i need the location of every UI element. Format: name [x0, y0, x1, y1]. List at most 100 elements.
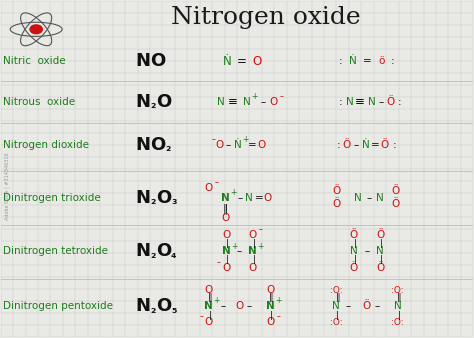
Text: O: O — [221, 213, 229, 223]
Text: –: – — [259, 225, 263, 234]
Text: –: – — [211, 135, 215, 144]
Text: ≡: ≡ — [355, 95, 365, 108]
Text: O: O — [204, 183, 213, 193]
Text: |: | — [398, 311, 401, 320]
Text: Nitric  oxide: Nitric oxide — [3, 56, 66, 66]
Text: N: N — [217, 97, 224, 107]
Text: +: + — [231, 242, 237, 250]
Text: N: N — [245, 193, 253, 202]
Text: :O:: :O: — [330, 318, 343, 327]
Text: Ö: Ö — [343, 140, 351, 150]
Text: |: | — [226, 239, 229, 247]
Text: Dinitrogen tetroxide: Dinitrogen tetroxide — [3, 246, 108, 257]
Text: :: : — [339, 56, 343, 66]
Text: N: N — [221, 193, 229, 202]
Text: |: | — [226, 256, 229, 264]
Text: –: – — [237, 246, 242, 257]
Text: Ṅ: Ṅ — [349, 56, 356, 66]
Text: N: N — [368, 97, 375, 107]
Text: N: N — [354, 193, 361, 202]
Text: N: N — [204, 301, 213, 311]
Text: –: – — [226, 140, 231, 150]
Text: O: O — [204, 285, 213, 295]
Text: –: – — [375, 301, 380, 311]
Text: Ṅ: Ṅ — [234, 140, 242, 150]
Text: –: – — [260, 97, 265, 107]
Text: –: – — [379, 97, 384, 107]
Text: |: | — [380, 239, 383, 247]
Text: N: N — [346, 97, 353, 107]
Text: =: = — [237, 55, 246, 68]
Text: +: + — [251, 92, 258, 101]
Text: Ö: Ö — [363, 301, 371, 311]
Text: –: – — [276, 313, 280, 322]
Text: Ö: Ö — [350, 263, 358, 273]
Text: :: : — [392, 140, 396, 150]
Text: Ö: Ö — [332, 199, 340, 209]
Text: O: O — [266, 285, 274, 295]
Text: Dinitrogen trioxide: Dinitrogen trioxide — [3, 193, 101, 202]
Text: N: N — [136, 93, 150, 111]
Text: ₅: ₅ — [171, 303, 176, 316]
Text: |: | — [209, 311, 211, 320]
Circle shape — [30, 25, 42, 34]
Text: ₂: ₂ — [150, 98, 156, 111]
Text: O: O — [235, 301, 244, 311]
Text: O: O — [264, 193, 272, 202]
Text: Ö: Ö — [391, 186, 400, 196]
Text: Adobe Stock | #314346316: Adobe Stock | #314346316 — [4, 152, 10, 220]
Text: O: O — [155, 93, 171, 111]
Text: |: | — [253, 239, 255, 247]
Text: N: N — [136, 297, 150, 315]
Text: N: N — [376, 246, 384, 257]
Text: ₂: ₂ — [150, 248, 156, 261]
Text: ₂: ₂ — [150, 194, 156, 207]
Text: =: = — [363, 56, 371, 66]
Text: –: – — [367, 193, 372, 202]
Text: +: + — [230, 188, 237, 197]
Text: O: O — [155, 242, 171, 261]
Text: N: N — [376, 193, 384, 202]
Text: –: – — [365, 246, 370, 257]
Text: O: O — [248, 263, 257, 273]
Text: –: – — [280, 92, 284, 101]
Text: Ṅ: Ṅ — [223, 55, 232, 68]
Text: Ö: Ö — [391, 199, 400, 209]
Text: =: = — [248, 140, 256, 150]
Text: O: O — [204, 317, 213, 328]
Text: N: N — [350, 246, 357, 257]
Text: |: | — [253, 256, 255, 264]
Text: ₂: ₂ — [150, 303, 156, 316]
Text: ‖: ‖ — [223, 203, 228, 214]
Text: :: : — [398, 97, 402, 107]
Text: Ṅ: Ṅ — [362, 140, 369, 150]
Text: |: | — [354, 239, 356, 247]
Text: :: : — [339, 97, 343, 107]
Text: –: – — [346, 301, 351, 311]
Text: ‖: ‖ — [269, 293, 274, 302]
Text: Ö: Ö — [381, 140, 389, 150]
Text: N: N — [394, 301, 401, 311]
Text: N: N — [332, 301, 340, 311]
Text: |: | — [336, 311, 339, 320]
Text: –: – — [354, 140, 359, 150]
Text: O: O — [150, 136, 165, 154]
Text: N: N — [136, 52, 150, 70]
Text: ₂: ₂ — [165, 141, 171, 154]
Text: +: + — [275, 296, 281, 306]
Text: :O:: :O: — [392, 318, 404, 327]
Text: |: | — [354, 256, 356, 264]
Text: N: N — [248, 246, 257, 257]
Text: Nitrogen oxide: Nitrogen oxide — [171, 6, 360, 29]
Text: +: + — [242, 135, 249, 144]
Text: Ö: Ö — [386, 97, 395, 107]
Text: Dinitrogen pentoxide: Dinitrogen pentoxide — [3, 301, 113, 311]
Text: O: O — [222, 230, 230, 240]
Text: |: | — [380, 256, 383, 264]
Text: –: – — [215, 178, 219, 187]
Text: N: N — [136, 136, 150, 154]
Text: –: – — [200, 313, 203, 322]
Text: O: O — [150, 52, 165, 70]
Text: N: N — [136, 242, 150, 261]
Text: ₃: ₃ — [171, 194, 176, 207]
